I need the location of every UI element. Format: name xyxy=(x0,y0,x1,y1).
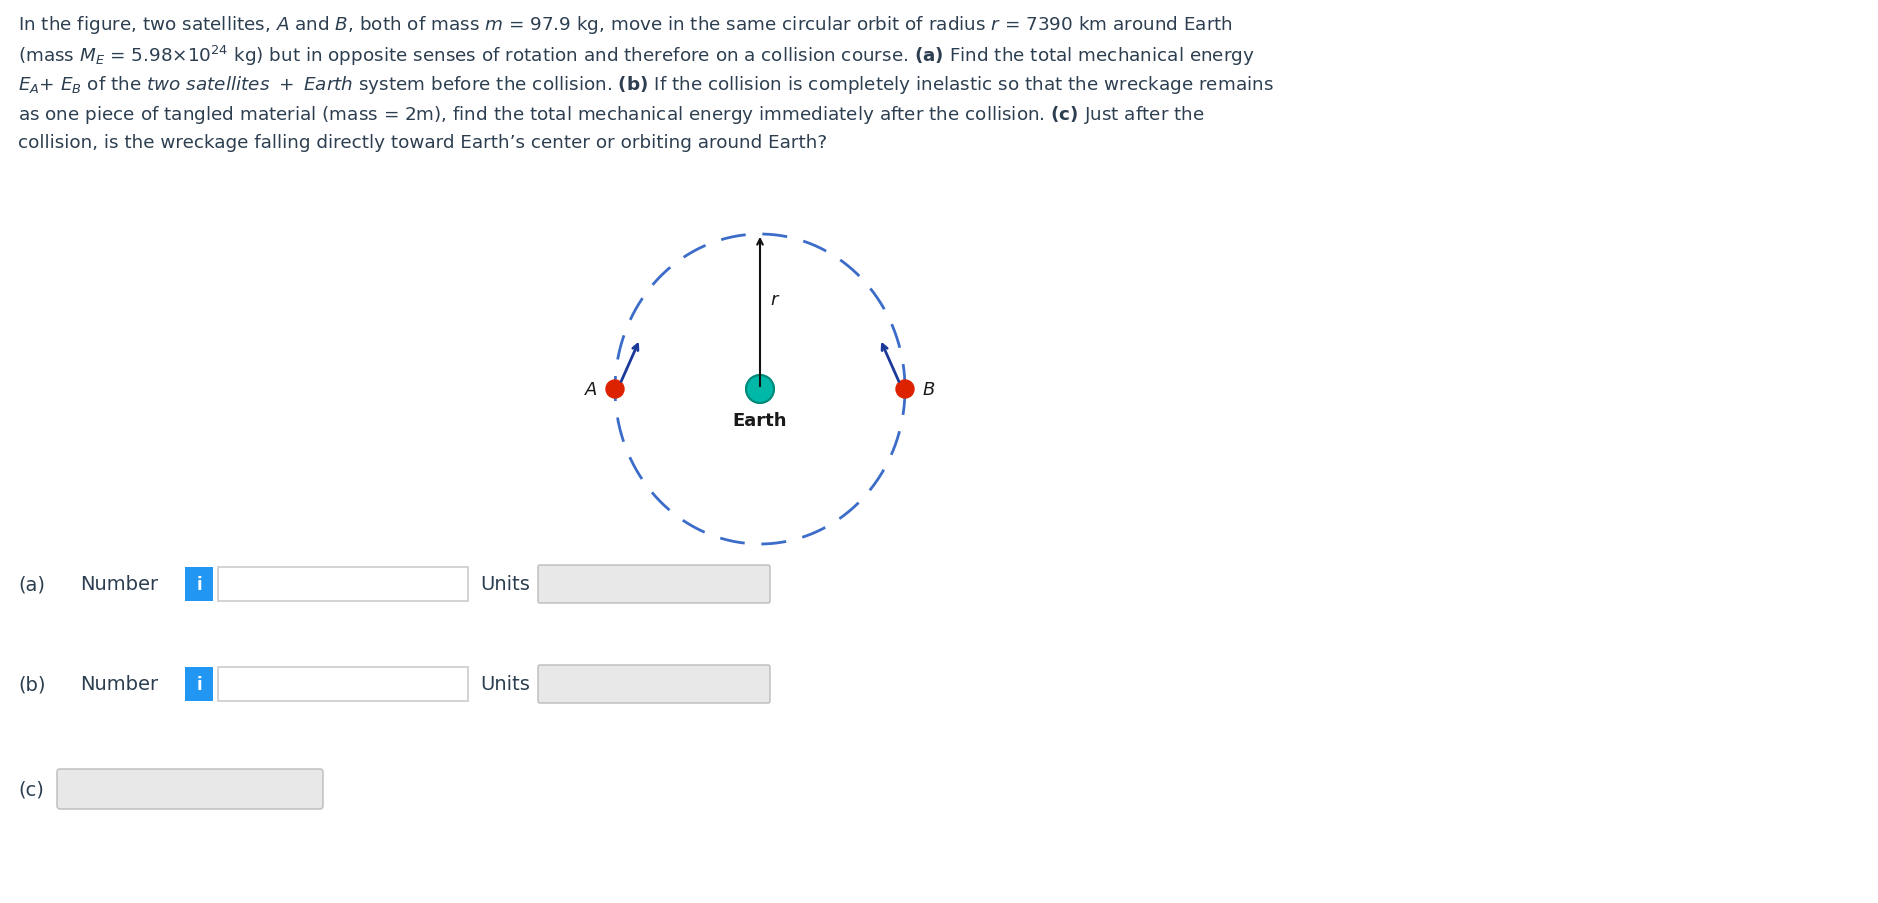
Text: ▼: ▼ xyxy=(749,685,757,695)
Text: as one piece of tangled material (mass = 2m), find the total mechanical energy i: as one piece of tangled material (mass =… xyxy=(19,104,1204,126)
Text: ▲: ▲ xyxy=(749,573,757,583)
FancyBboxPatch shape xyxy=(186,567,212,601)
Text: Units: Units xyxy=(481,575,530,594)
Text: i: i xyxy=(195,675,201,694)
Text: i: i xyxy=(195,575,201,593)
Circle shape xyxy=(896,380,915,398)
Text: $E_A$+ $E_B$ of the $\mathit{two\ satellites\ +\ Earth}$ system before the colli: $E_A$+ $E_B$ of the $\mathit{two\ satell… xyxy=(19,74,1273,96)
Text: A: A xyxy=(584,380,597,398)
Text: ▲: ▲ xyxy=(749,674,757,684)
Bar xyxy=(218,567,468,601)
Text: Units: Units xyxy=(481,675,530,694)
Text: r: r xyxy=(770,291,777,309)
FancyBboxPatch shape xyxy=(537,666,770,703)
FancyBboxPatch shape xyxy=(537,565,770,603)
Text: B: B xyxy=(922,380,935,398)
Text: collision, is the wreckage falling directly toward Earth’s center or orbiting ar: collision, is the wreckage falling direc… xyxy=(19,134,826,152)
Text: (b): (b) xyxy=(19,675,45,694)
Text: Number: Number xyxy=(81,575,158,594)
Text: (mass $M_E$ = 5.98×10$^{24}$ kg) but in opposite senses of rotation and therefor: (mass $M_E$ = 5.98×10$^{24}$ kg) but in … xyxy=(19,44,1255,68)
Circle shape xyxy=(746,376,774,404)
Circle shape xyxy=(607,380,623,398)
Text: (c): (c) xyxy=(19,779,43,798)
Text: ▼: ▼ xyxy=(749,585,757,595)
Text: In the figure, two satellites, $A$ and $B$, both of mass $m$ = 97.9 kg, move in : In the figure, two satellites, $A$ and $… xyxy=(19,14,1234,36)
FancyBboxPatch shape xyxy=(186,667,212,702)
FancyBboxPatch shape xyxy=(56,769,323,809)
Bar xyxy=(218,667,468,702)
Text: ▲: ▲ xyxy=(304,779,312,789)
Text: ▼: ▼ xyxy=(304,789,312,799)
Text: Earth: Earth xyxy=(732,412,787,430)
Text: Number: Number xyxy=(81,675,158,694)
Text: (a): (a) xyxy=(19,575,45,594)
